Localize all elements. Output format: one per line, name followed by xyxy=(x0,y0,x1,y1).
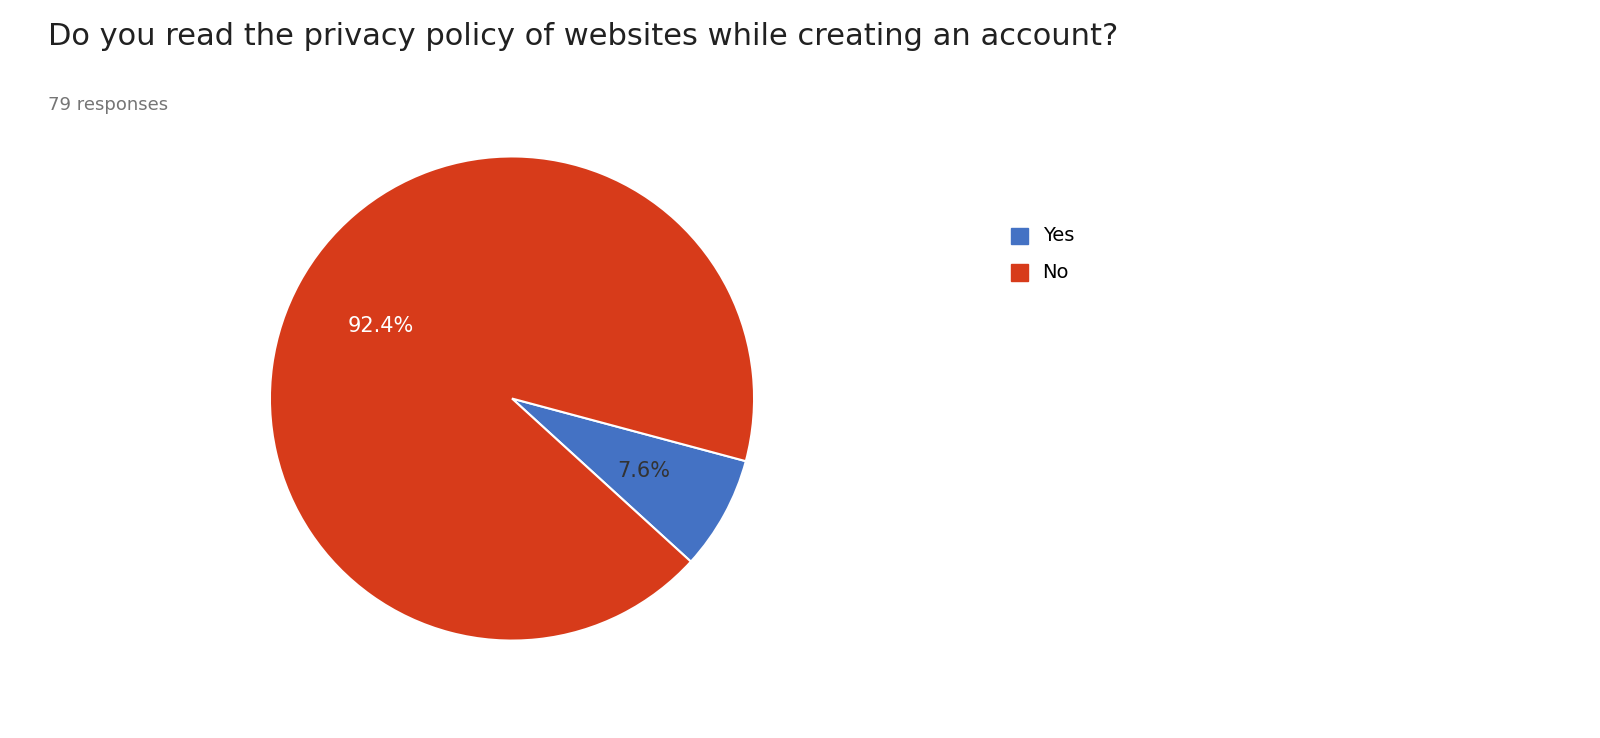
Wedge shape xyxy=(270,156,754,641)
Text: Do you read the privacy policy of websites while creating an account?: Do you read the privacy policy of websit… xyxy=(48,22,1118,51)
Wedge shape xyxy=(512,399,746,562)
Legend: Yes, No: Yes, No xyxy=(1002,216,1083,292)
Text: 79 responses: 79 responses xyxy=(48,96,168,114)
Text: 92.4%: 92.4% xyxy=(347,317,413,337)
Text: 7.6%: 7.6% xyxy=(618,461,670,480)
